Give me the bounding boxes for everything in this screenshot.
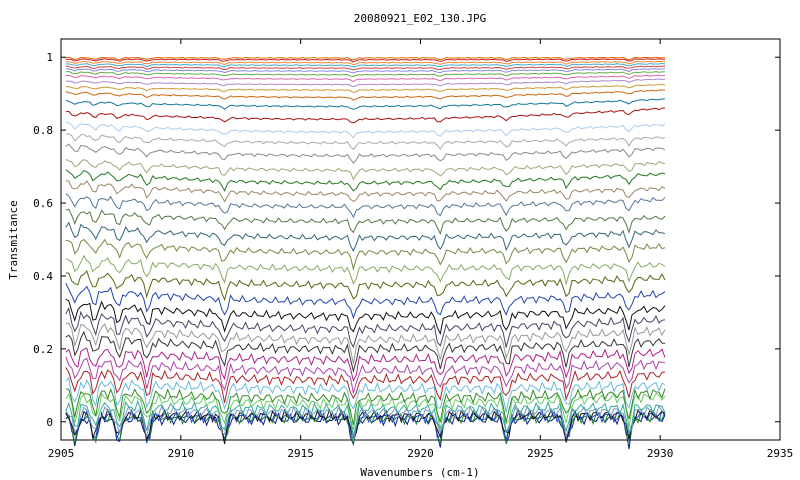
spectrum-series-line	[65, 322, 666, 364]
spectrum-series-line	[65, 330, 666, 374]
series-layer	[65, 56, 666, 450]
spectrum-series-line	[65, 238, 666, 272]
y-tick-label: 0.6	[33, 197, 53, 210]
spectrum-series-line	[65, 74, 666, 82]
x-tick-label: 2935	[767, 447, 794, 460]
spectrum-series-line	[65, 60, 666, 66]
spectrum-series-line	[65, 270, 666, 302]
spectrum-series-line	[65, 78, 666, 88]
spectrum-series-line	[65, 180, 666, 203]
spectrum-series-line	[65, 347, 666, 383]
spectrum-series-line	[65, 356, 666, 394]
spectrum-series-line	[65, 107, 665, 124]
spectrum-series-line	[65, 387, 666, 425]
spectrum-series-line	[65, 392, 666, 430]
plot-area-frame	[60, 38, 781, 441]
spectrum-series-line	[65, 254, 666, 286]
spectrum-series-line	[65, 193, 666, 219]
spectrum-series-line	[65, 58, 666, 63]
spectrum-series-line	[65, 298, 666, 336]
spectrum-series-line	[65, 62, 666, 68]
x-tick-label: 2920	[407, 447, 434, 460]
y-axis-ticks: 0 0.2 0.4 0.6 0.8 1	[33, 51, 780, 429]
spectrum-series-line	[65, 169, 666, 192]
y-tick-label: 0.2	[33, 343, 53, 356]
spectrum-series-line	[65, 65, 666, 71]
spectrum-series-line	[65, 68, 666, 74]
y-tick-label: 0.4	[33, 270, 53, 283]
x-axis-label: Wavenumbers (cm-1)	[360, 466, 479, 479]
spectrum-series-line	[65, 367, 666, 403]
spectrum-series-line	[65, 158, 666, 181]
y-tick-label: 0.8	[33, 124, 53, 137]
spectrum-series-line	[65, 306, 666, 349]
spectrum-series-line	[65, 404, 666, 442]
spectrum-series-line	[65, 143, 666, 164]
spectrum-series-line	[65, 121, 666, 139]
chart-title: 20080921_E02_130.JPG	[354, 12, 486, 25]
y-axis-label: Transmitance	[7, 200, 20, 279]
y-tick-label: 0	[46, 416, 53, 429]
y-tick-label: 1	[46, 51, 53, 64]
spectrum-series-line	[65, 282, 666, 320]
spectrum-series-line	[65, 399, 666, 436]
spectrum-series-line	[65, 70, 666, 78]
x-tick-label: 2905	[48, 447, 75, 460]
spectrum-series-line	[65, 221, 666, 253]
spectrum-series-line	[65, 56, 666, 61]
spectrum-series-line	[65, 98, 666, 110]
x-tick-label: 2910	[168, 447, 195, 460]
x-tick-label: 2915	[287, 447, 314, 460]
spectrum-series-line	[65, 208, 666, 236]
spectrum-series-line	[65, 83, 666, 93]
x-axis-ticks: 2905 2910 2915 2920 2925 2930 2935	[48, 39, 794, 460]
spectrum-series-line	[65, 376, 666, 413]
x-tick-label: 2925	[527, 447, 554, 460]
spectrum-series-line	[65, 132, 666, 151]
x-tick-label: 2930	[647, 447, 674, 460]
spectrum-series-line	[65, 89, 665, 101]
